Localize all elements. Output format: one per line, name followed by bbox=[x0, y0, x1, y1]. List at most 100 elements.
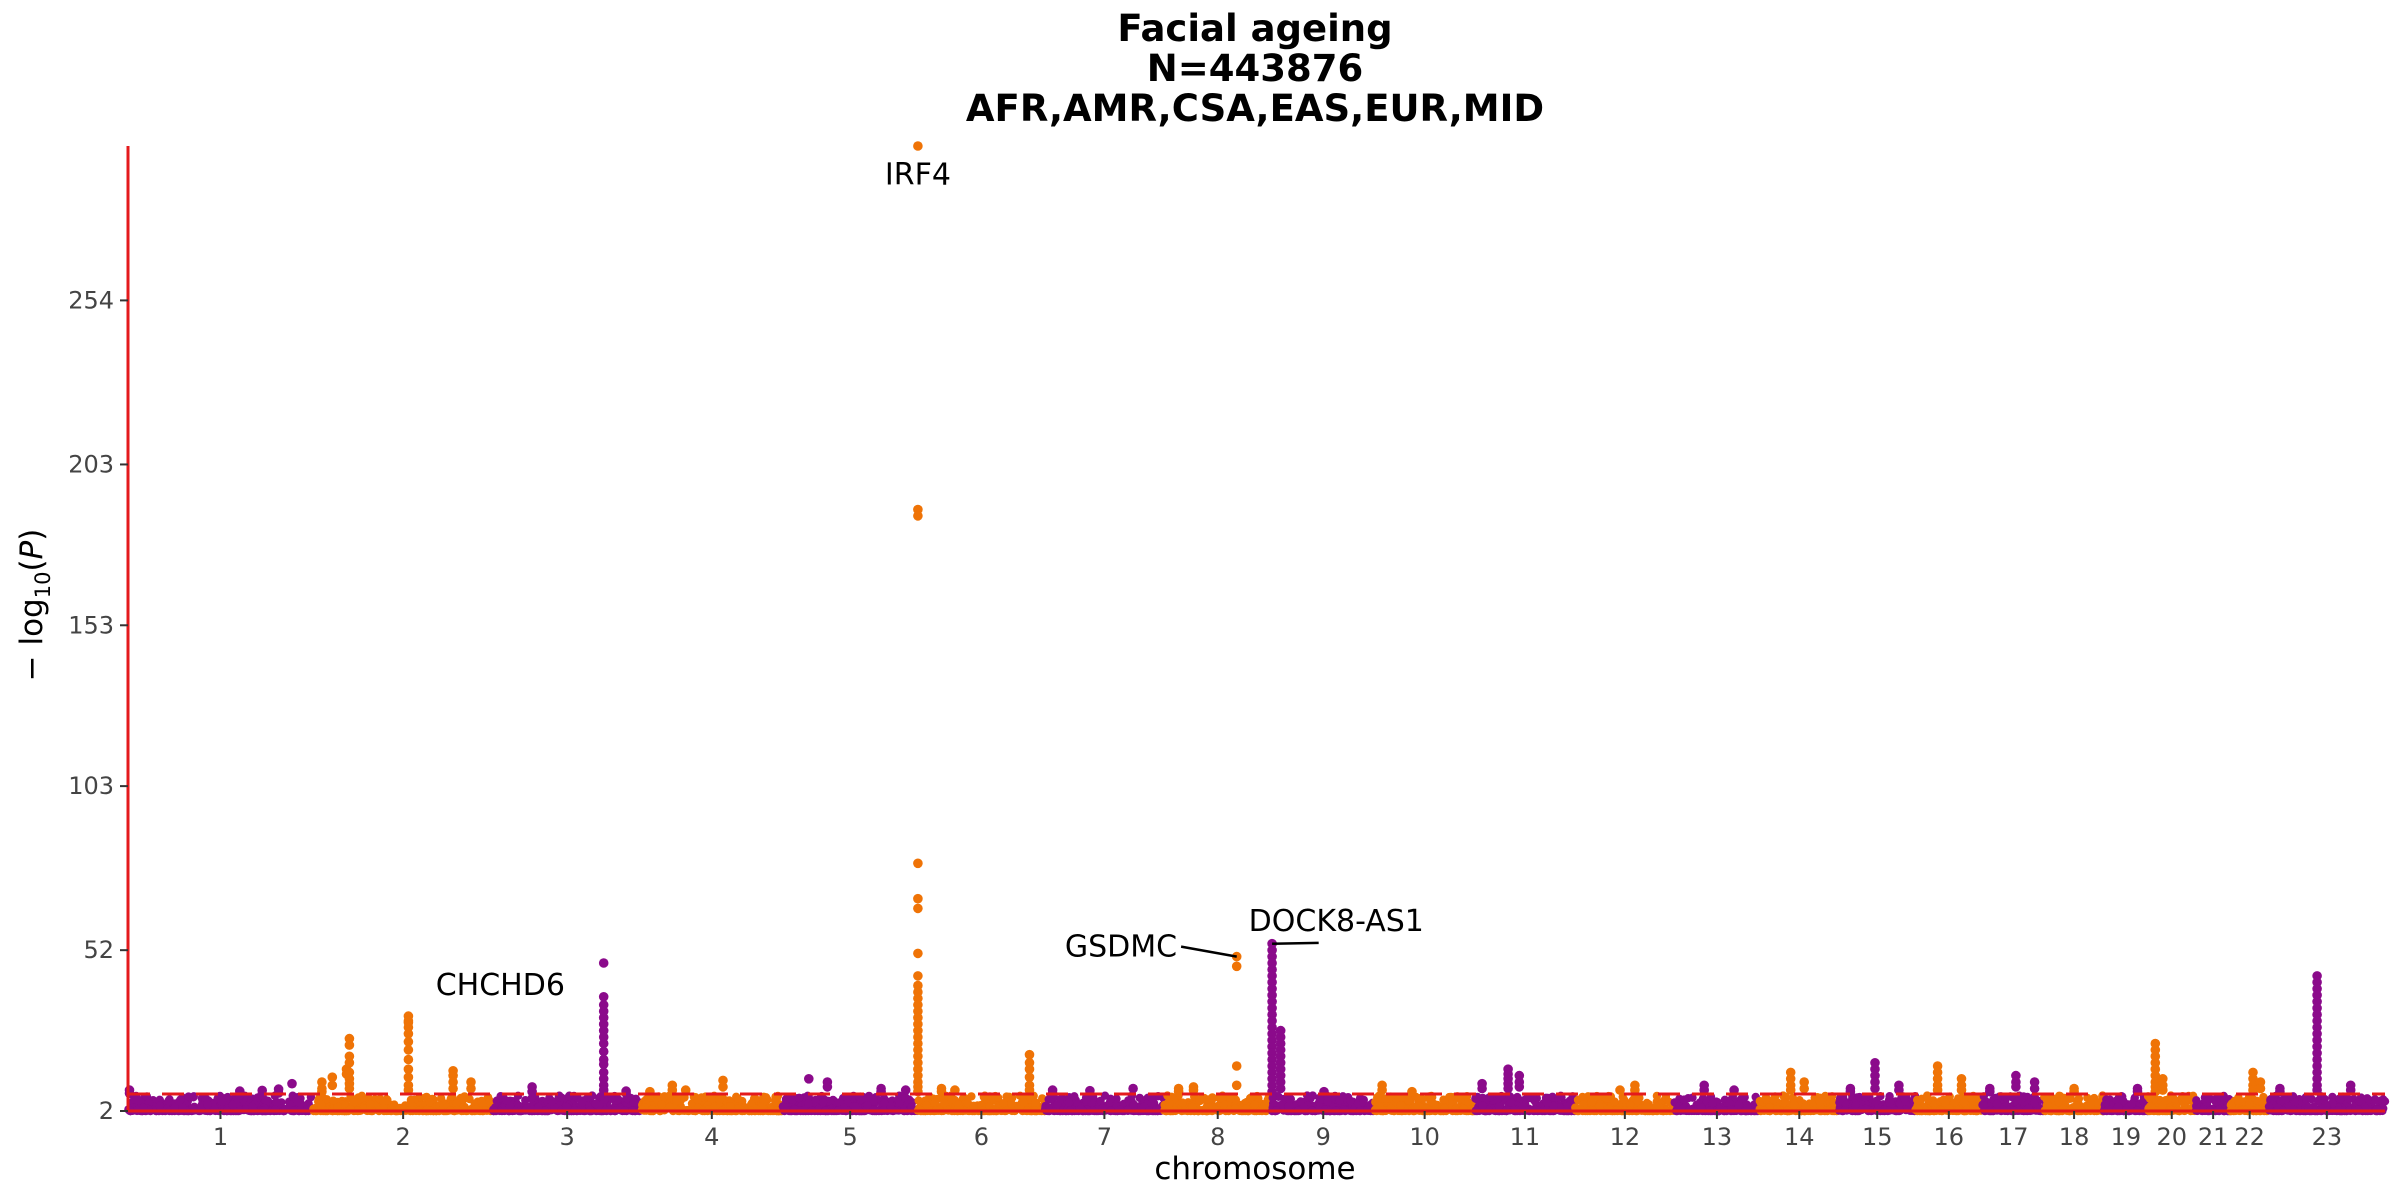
snp-point bbox=[485, 1096, 494, 1106]
snp-peak-point bbox=[344, 1058, 355, 1068]
snp-point bbox=[1494, 1102, 1504, 1111]
snp-point bbox=[693, 1095, 702, 1105]
snp-point bbox=[1346, 1096, 1355, 1106]
snp-peak-point bbox=[403, 1016, 414, 1026]
snp-point bbox=[940, 1098, 949, 1108]
snp-point bbox=[2371, 1095, 2380, 1105]
snp-point bbox=[1610, 1097, 1619, 1106]
snp-point bbox=[2030, 1098, 2039, 1108]
snp-peak-point bbox=[1173, 1086, 1184, 1097]
snp-peak-point bbox=[900, 1085, 911, 1095]
snp-peak-point bbox=[287, 1078, 297, 1089]
snp-point bbox=[562, 1103, 572, 1112]
snp-point bbox=[366, 1100, 375, 1109]
snp-peak-point bbox=[1128, 1083, 1138, 1094]
snp-point bbox=[1250, 1100, 1259, 1109]
snp-point bbox=[818, 1098, 828, 1107]
peak-points bbox=[124, 141, 2356, 1100]
snp-peak-point bbox=[344, 1033, 355, 1044]
snp-point bbox=[1381, 1094, 1390, 1104]
snp-point bbox=[1959, 1098, 1969, 1107]
snp-point bbox=[1215, 1094, 1225, 1103]
snp-point bbox=[1478, 1101, 1487, 1110]
snp-point bbox=[629, 1098, 638, 1107]
snp-point bbox=[1913, 1095, 1922, 1105]
snp-point bbox=[1070, 1092, 1079, 1101]
snp-point bbox=[406, 1095, 416, 1105]
snp-point bbox=[1446, 1092, 1456, 1102]
snp-point bbox=[292, 1097, 302, 1107]
snp-point bbox=[1165, 1099, 1174, 1108]
snp-peak-point bbox=[913, 971, 923, 981]
snp-peak-point bbox=[448, 1083, 458, 1094]
snp-point bbox=[880, 1098, 889, 1108]
snp-point bbox=[1506, 1098, 1516, 1107]
snp-peak-point bbox=[913, 511, 923, 521]
snp-point bbox=[217, 1097, 227, 1107]
snp-point bbox=[1619, 1095, 1629, 1104]
snp-peak-point bbox=[804, 1074, 814, 1084]
snp-point bbox=[1106, 1094, 1115, 1104]
snp-point bbox=[733, 1094, 742, 1103]
snp-point bbox=[329, 1096, 338, 1105]
snp-point bbox=[548, 1097, 557, 1106]
snp-point bbox=[1815, 1097, 1825, 1106]
snp-point bbox=[502, 1096, 512, 1106]
snp-point bbox=[999, 1099, 1008, 1108]
snp-point bbox=[1053, 1099, 1062, 1109]
snp-point bbox=[1195, 1095, 1204, 1105]
snp-point bbox=[174, 1097, 184, 1106]
snp-point bbox=[772, 1094, 781, 1103]
snp-point bbox=[851, 1102, 860, 1111]
snp-point bbox=[914, 1096, 923, 1105]
snp-point bbox=[1286, 1094, 1296, 1104]
snp-point bbox=[863, 1101, 872, 1110]
snp-point bbox=[1178, 1098, 1187, 1107]
snp-point bbox=[2355, 1096, 2364, 1106]
snp-point bbox=[1789, 1100, 1799, 1110]
chart-title-line-1: Facial ageing bbox=[1117, 7, 1392, 50]
snp-peak-point bbox=[913, 893, 923, 904]
chart-title-line-2: N=443876 bbox=[1147, 47, 1363, 90]
snp-point bbox=[379, 1096, 388, 1106]
snp-point bbox=[1396, 1101, 1405, 1110]
snp-point bbox=[726, 1102, 735, 1111]
snp-peak-point bbox=[403, 1054, 414, 1065]
snp-point bbox=[794, 1093, 804, 1103]
snp-point bbox=[2054, 1097, 2063, 1107]
snp-point bbox=[2335, 1094, 2344, 1103]
snp-point bbox=[657, 1100, 666, 1109]
snp-peak-point bbox=[822, 1082, 833, 1092]
snp-point bbox=[1549, 1101, 1558, 1111]
snp-point bbox=[203, 1100, 212, 1110]
snp-point bbox=[1992, 1099, 2002, 1108]
snp-peak-point bbox=[466, 1083, 476, 1094]
snp-peak-point bbox=[598, 958, 609, 968]
snp-peak-point bbox=[527, 1086, 537, 1097]
snp-peak-point bbox=[913, 858, 923, 869]
snp-point bbox=[134, 1096, 143, 1105]
snp-point bbox=[1595, 1102, 1604, 1111]
snp-point bbox=[303, 1101, 312, 1110]
snp-point bbox=[534, 1103, 543, 1112]
snp-point bbox=[2233, 1096, 2243, 1105]
snp-point bbox=[1129, 1100, 1139, 1110]
snp-point bbox=[452, 1099, 461, 1108]
snp-point bbox=[1096, 1096, 1105, 1106]
snp-peak-point bbox=[1231, 961, 1242, 972]
snp-point bbox=[1939, 1095, 1948, 1105]
snp-point bbox=[2290, 1098, 2300, 1107]
snp-point bbox=[1082, 1095, 1091, 1105]
snp-point bbox=[1633, 1097, 1643, 1106]
snp-point bbox=[614, 1095, 623, 1104]
snp-point bbox=[197, 1101, 206, 1110]
snp-point bbox=[272, 1097, 281, 1107]
snp-peak-point bbox=[913, 948, 923, 959]
chart-title-line-3: AFR,AMR,CSA,EAS,EUR,MID bbox=[966, 87, 1544, 130]
chart-title: Facial ageing N=443876 AFR,AMR,CSA,EAS,E… bbox=[966, 7, 1544, 130]
snp-point bbox=[2212, 1097, 2221, 1107]
snp-peak-point bbox=[718, 1082, 728, 1092]
snp-peak-point bbox=[1231, 1061, 1242, 1071]
snp-point bbox=[672, 1096, 681, 1105]
snp-point bbox=[2192, 1096, 2201, 1105]
